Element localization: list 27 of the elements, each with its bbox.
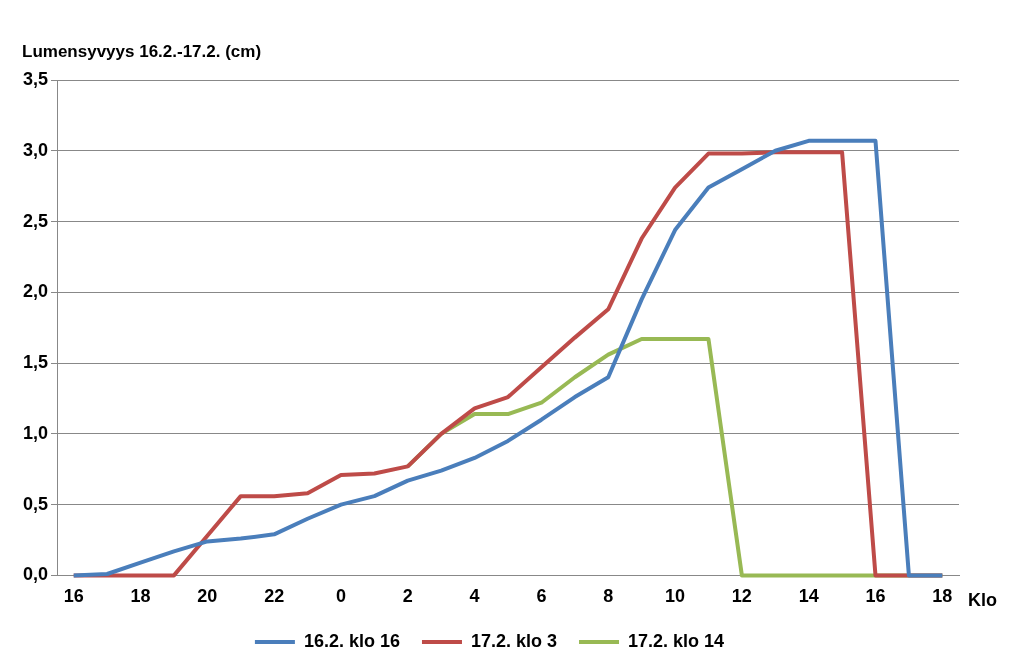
y-tick-label: 1,5 xyxy=(22,352,49,373)
y-axis-title: Lumensyvyys 16.2.-17.2. (cm) xyxy=(22,42,262,62)
x-tick-label: 4 xyxy=(469,586,480,607)
y-tick-label: 1,0 xyxy=(22,422,49,443)
legend-label: 16.2. klo 16 xyxy=(303,630,400,651)
x-tick-label: 14 xyxy=(798,586,819,607)
x-tick-label: 2 xyxy=(402,586,413,607)
x-tick-label: 22 xyxy=(264,586,285,607)
y-tick-label: 2,5 xyxy=(22,210,49,231)
x-tick-label: 18 xyxy=(130,586,151,607)
y-tick-label: 3,0 xyxy=(22,139,49,160)
x-tick-label: 6 xyxy=(536,586,547,607)
x-tick-label: 16 xyxy=(865,586,886,607)
x-axis-title: Klo xyxy=(968,590,997,611)
y-tick-label: 0,5 xyxy=(22,493,49,514)
x-tick-label: 16 xyxy=(63,586,84,607)
x-tick-label: 10 xyxy=(665,586,686,607)
y-tick-label: 0,0 xyxy=(22,564,49,585)
x-tick-label: 18 xyxy=(932,586,953,607)
y-tick-label: 3,5 xyxy=(22,68,49,89)
legend-label: 17.2. klo 14 xyxy=(628,630,725,651)
x-tick-label: 12 xyxy=(731,586,752,607)
x-tick-label: 8 xyxy=(603,586,614,607)
x-tick-label: 20 xyxy=(197,586,218,607)
y-tick-label: 2,0 xyxy=(22,281,49,302)
x-tick-label: 0 xyxy=(335,586,346,607)
legend-label: 17.2. klo 3 xyxy=(470,630,558,651)
